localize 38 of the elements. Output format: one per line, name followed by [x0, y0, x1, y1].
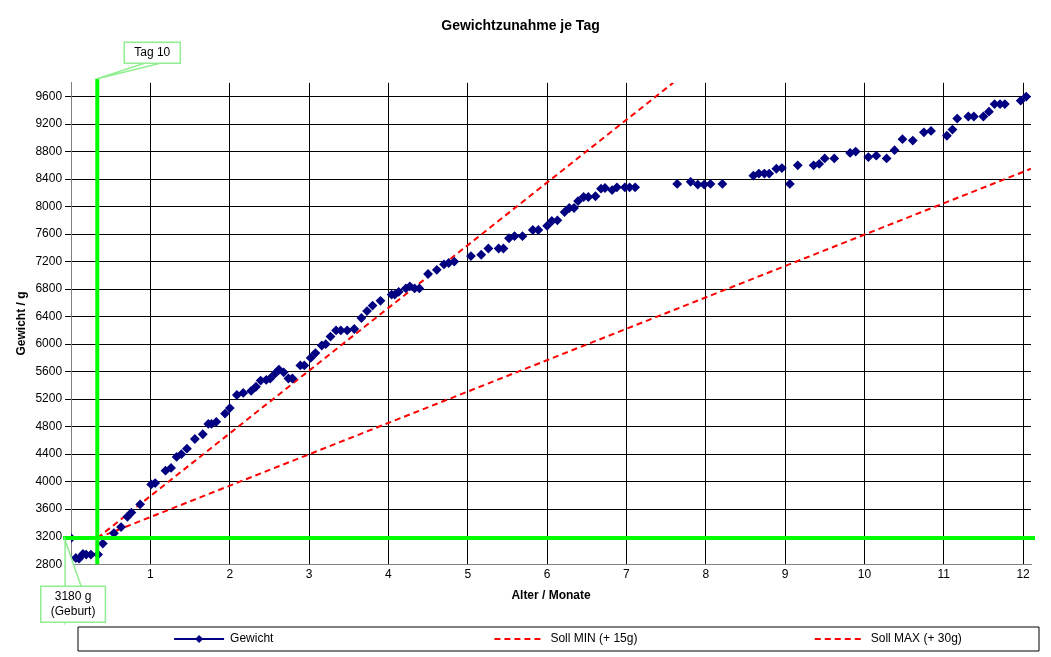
x-tick-label: 1 [147, 566, 155, 581]
x-tick-label: 2 [226, 566, 234, 581]
legend-label: Soll MIN (+ 15g) [550, 631, 638, 646]
x-tick-label: 3 [305, 566, 313, 581]
legend-label: Soll MAX (+ 30g) [870, 631, 962, 646]
x-tick-label: 9 [781, 566, 789, 581]
y-tick-label: 6800 [35, 281, 63, 296]
y-axis-title: Gewicht / g [13, 291, 28, 356]
x-tick-label: 5 [464, 566, 472, 581]
y-tick-label: 7600 [35, 226, 63, 241]
x-axis-title: Alter / Monate [511, 588, 592, 603]
y-tick-label: 8000 [35, 198, 63, 213]
x-tick-label: 10 [857, 566, 872, 581]
x-tick-label: 8 [702, 566, 710, 581]
x-tick-label: 11 [937, 566, 951, 581]
x-tick-label: 6 [543, 566, 551, 581]
ref-line-label: 3180 g (Geburt) [50, 589, 96, 619]
y-tick-label: 3200 [35, 529, 63, 543]
x-tick-label: 4 [385, 566, 393, 581]
y-tick-label: 5200 [35, 391, 63, 406]
legend-label: Gewicht [230, 631, 275, 646]
y-tick-label: 8800 [35, 143, 63, 158]
ref-line-label: Tag 10 [134, 45, 171, 60]
y-tick-label: 9600 [35, 88, 63, 103]
x-tick-label: 7 [623, 566, 631, 581]
y-tick-label: 6400 [35, 308, 63, 323]
y-tick-label: 4000 [35, 473, 63, 488]
y-tick-label: 4800 [35, 418, 63, 433]
y-tick-label: 3600 [35, 501, 63, 516]
y-tick-label: 5600 [35, 363, 63, 378]
y-tick-label: 9200 [35, 116, 63, 131]
y-tick-label: 7200 [35, 253, 63, 268]
x-tick-label: 12 [1016, 566, 1031, 581]
y-tick-label: 6000 [35, 336, 63, 351]
chart-title: Gewichtzunahme je Tag [441, 17, 600, 34]
y-tick-label: 2800 [35, 556, 63, 571]
y-tick-label: 4400 [35, 446, 63, 461]
y-tick-label: 8400 [35, 171, 63, 186]
